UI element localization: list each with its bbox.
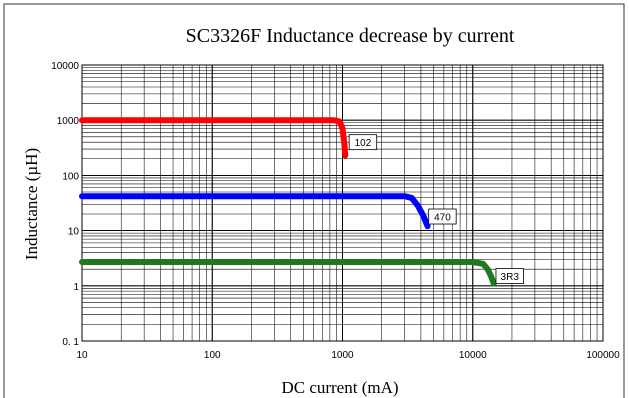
x-tick-label: 10000 (459, 350, 487, 361)
series-label-box (428, 208, 457, 225)
plot-area (81, 64, 604, 342)
y-tick-label: 1 (73, 282, 79, 293)
x-tick-label: 100 (204, 350, 221, 361)
x-axis-title: DC current (mA) (281, 378, 398, 397)
x-tick-label: 100000 (586, 350, 620, 361)
series-label-box (495, 268, 524, 284)
y-axis-title: Inductance (µH) (22, 148, 41, 260)
series-label-3R3: 3R3 (501, 272, 520, 283)
series-label-102: 102 (355, 138, 372, 149)
series-labels: 102 470 3R3 (348, 134, 524, 284)
x-tick-label: 1000 (331, 350, 354, 361)
y-tick-label: 0. 1 (62, 337, 79, 348)
y-tick-label: 10 (68, 227, 80, 238)
y-tick-label: 10000 (51, 61, 79, 72)
chart-frame (3, 3, 625, 398)
series-lines (79, 117, 497, 287)
x-tick-label: 10 (76, 350, 88, 361)
y-tick-label: 1000 (57, 116, 80, 127)
y-axis-ticks: 0. 1 1 10 100 1000 10000 (51, 61, 79, 348)
x-axis-ticks: 10 100 1000 10000 100000 (76, 350, 620, 361)
chart-title: SC3326F Inductance decrease by current (186, 25, 515, 47)
series-label-box (348, 134, 378, 151)
series-line-3R3 (79, 258, 497, 287)
series-line-470 (79, 193, 431, 230)
series-line-102 (79, 117, 349, 159)
y-tick-label: 100 (62, 171, 79, 182)
series-label-470: 470 (434, 213, 451, 224)
